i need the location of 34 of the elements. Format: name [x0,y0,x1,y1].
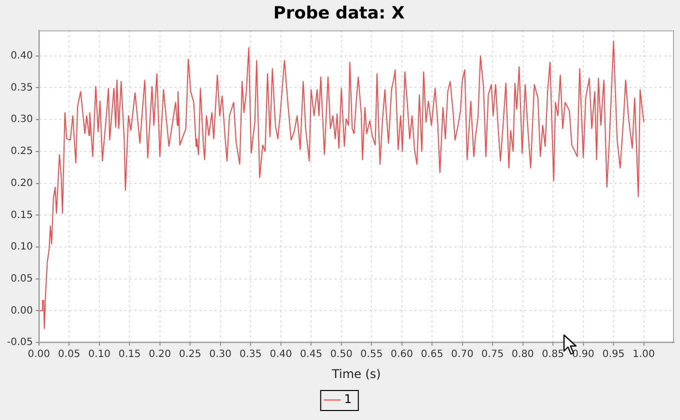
x-tick-label: 1.00 [632,349,655,360]
x-tick-label: 0.40 [270,349,292,360]
x-tick-label: 0.05 [58,349,80,360]
x-axis-title: Time (s) [331,366,381,381]
y-tick-label: 0.00 [10,305,33,316]
y-tick-label: 0.35 [10,82,33,94]
y-tick-label: 0.05 [10,273,33,284]
legend-label: 1 [344,392,352,406]
y-tick-label: 0.20 [10,178,33,189]
x-tick-label: 0.85 [542,349,564,360]
x-tick-label: 0.25 [178,349,202,360]
x-tick-label: 0.45 [300,349,322,360]
y-tick-label: 0.25 [10,146,33,158]
x-tick-label: 0.20 [148,349,171,360]
x-tick-label: 0.70 [451,349,474,360]
y-tick-label: 0.10 [10,242,33,253]
x-tick-label: 0.80 [512,349,534,360]
x-tick-label: 0.35 [239,349,262,360]
x-tick-label: 0.10 [88,349,110,360]
x-tick-label: 0.90 [572,349,594,360]
x-tick-label: 0.30 [209,349,232,360]
y-tick-label: 0.40 [10,50,33,62]
x-tick-label: 0.75 [481,349,504,360]
x-tick-label: 0.00 [28,349,50,360]
x-tick-label: 0.55 [360,349,383,360]
y-tick-label: -0.05 [7,337,33,348]
x-tick-label: 0.50 [330,349,352,360]
y-tick-label: 0.30 [10,114,33,126]
y-tick-label: 0.15 [10,210,33,221]
x-tick-label: 0.60 [390,349,413,360]
chart-title: Probe data: X [273,4,405,24]
x-tick-label: 0.65 [420,349,444,360]
x-tick-label: 0.15 [118,349,141,360]
x-tick-label: 0.95 [602,349,625,360]
